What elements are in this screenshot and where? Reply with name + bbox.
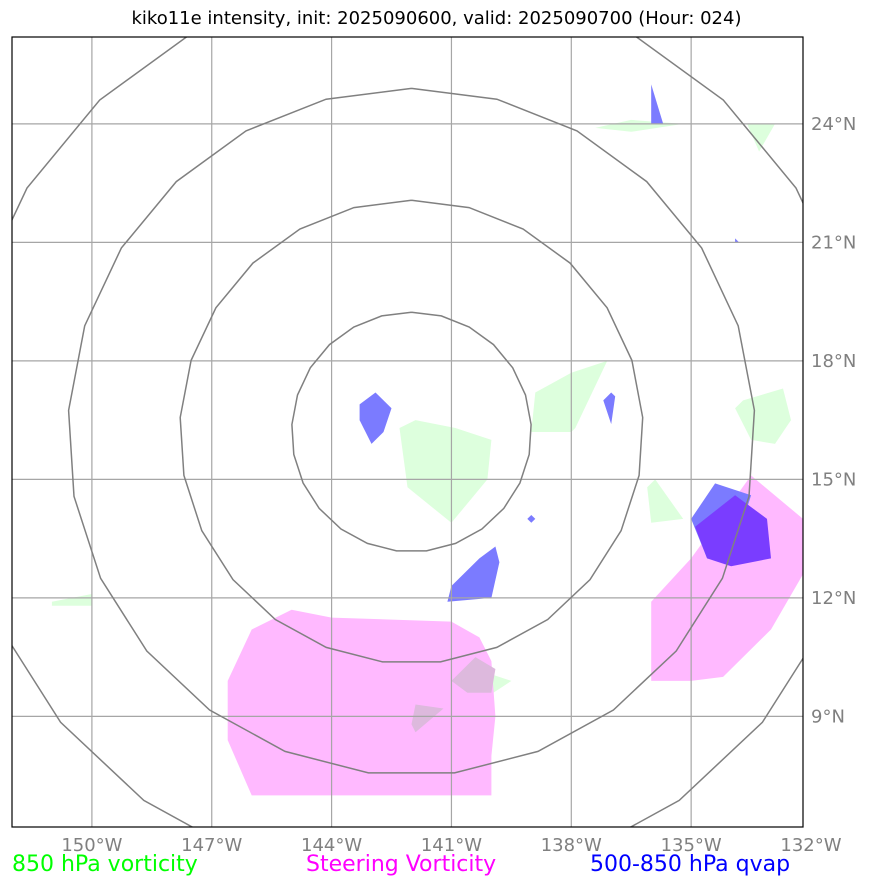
qvap-region (603, 392, 616, 425)
y-tick-label: 21°N (811, 232, 856, 253)
overlap-region (411, 704, 444, 733)
y-tick-label: 12°N (811, 588, 856, 609)
vort850-region (647, 479, 684, 523)
x-tick-label: 132°W (780, 835, 841, 856)
x-tick-label: 147°W (181, 835, 242, 856)
y-tick-label: 24°N (811, 114, 856, 135)
x-tick-label: 141°W (421, 835, 482, 856)
overlap-region (451, 657, 496, 693)
y-tick-label: 9°N (811, 706, 845, 727)
qvap-region (527, 515, 536, 523)
vort850-region (51, 594, 92, 606)
y-tick-label: 15°N (811, 469, 856, 490)
qvap-region (735, 238, 740, 243)
range-ring (179, 199, 644, 663)
legend-steering-vorticity: Steering Vorticity (306, 852, 497, 877)
x-tick-label: 150°W (61, 835, 122, 856)
qvap-region (447, 546, 500, 602)
vort850-region (399, 420, 492, 523)
vort850-region (531, 360, 608, 432)
vort850-region (747, 123, 775, 152)
y-tick-labels: 9°N 12°N 15°N 18°N 21°N 24°N (811, 114, 856, 728)
qvap_dense-region (695, 495, 771, 567)
qvap-region (651, 84, 664, 124)
steering-region (227, 609, 496, 796)
x-tick-label: 144°W (301, 835, 362, 856)
qvap-region (359, 392, 392, 444)
x-tick-label: 138°W (541, 835, 602, 856)
vort850-region (735, 388, 791, 444)
range-ring (67, 87, 756, 774)
legend-qvap: 500-850 hPa qvap (590, 852, 791, 877)
gridlines (12, 37, 803, 827)
legend-850-vorticity: 850 hPa vorticity (12, 852, 198, 877)
range-ring (291, 311, 532, 552)
x-tick-labels: 150°W 147°W 144°W 141°W 138°W 135°W 132°W (61, 835, 841, 856)
y-tick-label: 18°N (811, 351, 856, 372)
chart-title: kiko11e intensity, init: 2025090600, val… (131, 8, 742, 29)
x-tick-label: 135°W (661, 835, 722, 856)
plot-frame (11, 36, 804, 828)
